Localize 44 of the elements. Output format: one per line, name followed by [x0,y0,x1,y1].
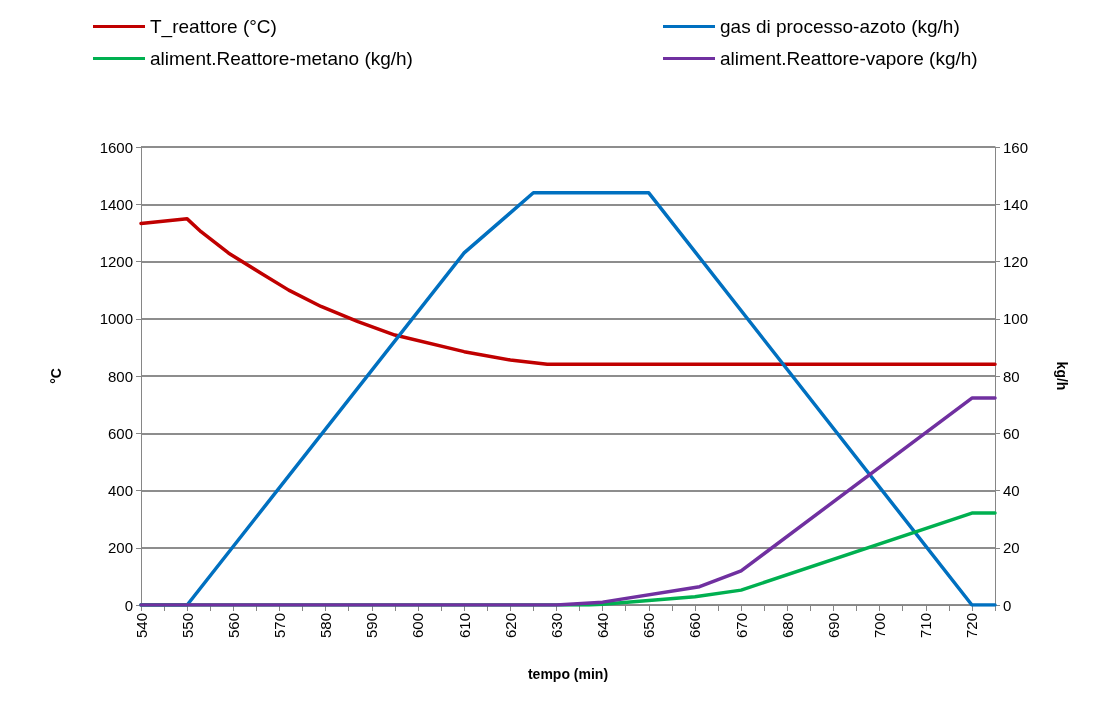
y2-tick-label: 80 [1003,367,1020,385]
legend-label: aliment.Reattore-metano (kg/h) [150,48,413,69]
x-tick-label: 560 [224,613,242,639]
x-tick-label: 580 [317,613,335,639]
x-tick-label: 720 [963,613,981,639]
legend-label: gas di processo-azoto (kg/h) [720,16,960,37]
x-tick-label: 640 [594,613,612,639]
x-axis-title: tempo (min) [527,666,609,682]
legend-label: aliment.Reattore-vapore (kg/h) [720,48,978,69]
x-tick-label: 690 [824,613,842,639]
x-tick-label: 680 [778,613,796,639]
x-tick-label: 670 [732,613,750,639]
y-tick-label: 200 [107,539,133,557]
x-tick-label: 630 [547,613,565,639]
x-tick-label: 610 [455,613,473,639]
x-tick-label: 540 [132,613,150,639]
x-tick-label: 650 [640,613,658,639]
y-tick-label: 0 [124,596,133,614]
x-tick-label: 600 [409,613,427,639]
x-tick-label: 620 [501,613,519,639]
y-tick-label: 400 [107,482,133,499]
y-tick-label: 1400 [99,195,133,213]
y2-axis-title: kg/h [1054,361,1070,391]
y-tick-label: 1200 [99,253,133,270]
y-tick-label: 600 [107,424,133,442]
x-tick-label: 550 [178,613,196,639]
y2-tick-label: 140 [1003,195,1029,213]
y-axis-title: °C [48,368,64,384]
y2-tick-label: 0 [1003,596,1012,614]
y2-tick-label: 20 [1003,539,1020,557]
y2-tick-label: 60 [1003,424,1020,442]
x-tick-label: 710 [917,613,935,639]
x-tick-label: 590 [363,613,381,639]
y2-tick-label: 100 [1003,310,1029,328]
y2-tick-label: 120 [1003,253,1029,270]
y-tick-label: 800 [107,367,133,385]
y-tick-label: 1000 [99,310,133,328]
y2-tick-label: 160 [1003,138,1029,156]
y-tick-label: 1600 [99,138,133,156]
x-tick-label: 570 [270,613,288,639]
x-tick-label: 660 [686,613,704,639]
y2-tick-label: 40 [1003,482,1020,499]
x-tick-label: 700 [871,613,889,639]
legend-label: T_reattore (°C) [150,16,277,38]
